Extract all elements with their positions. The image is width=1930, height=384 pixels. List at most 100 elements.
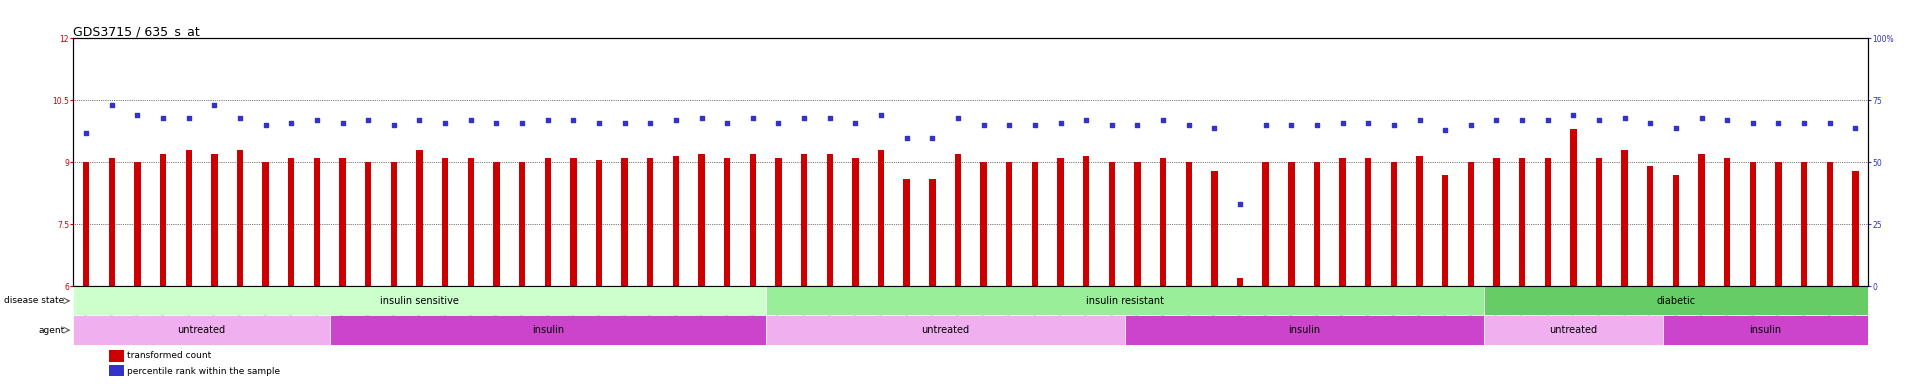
- Text: agent: agent: [39, 326, 64, 334]
- Point: [583, 119, 614, 126]
- Bar: [1006, 162, 1013, 286]
- Bar: [1723, 158, 1731, 286]
- Point: [1660, 124, 1691, 131]
- Point: [1712, 117, 1743, 123]
- Bar: [1801, 162, 1806, 286]
- Point: [1301, 122, 1332, 128]
- Point: [1071, 117, 1102, 123]
- Bar: [1646, 166, 1654, 286]
- Bar: [1596, 158, 1602, 286]
- Point: [969, 122, 1000, 128]
- Point: [789, 115, 820, 121]
- Text: untreated: untreated: [178, 325, 226, 335]
- Point: [71, 129, 102, 136]
- Text: disease state: disease state: [4, 296, 64, 305]
- Point: [1558, 112, 1588, 118]
- Bar: [1185, 162, 1193, 286]
- Point: [1046, 119, 1077, 126]
- Bar: [73, 316, 330, 345]
- Bar: [135, 162, 141, 286]
- Bar: [647, 158, 654, 286]
- Text: insulin sensitive: insulin sensitive: [380, 296, 459, 306]
- Bar: [1365, 158, 1372, 286]
- Bar: [621, 158, 627, 286]
- Point: [378, 122, 409, 128]
- Text: transformed count: transformed count: [127, 351, 212, 360]
- Bar: [1544, 158, 1552, 286]
- Bar: [1621, 150, 1627, 286]
- Bar: [1108, 162, 1116, 286]
- Text: insulin: insulin: [1751, 325, 1781, 335]
- Bar: [1698, 154, 1704, 286]
- Point: [430, 119, 461, 126]
- Bar: [340, 158, 345, 286]
- Point: [1839, 124, 1870, 131]
- Point: [1635, 119, 1666, 126]
- Bar: [110, 365, 124, 378]
- Point: [1328, 119, 1359, 126]
- Point: [403, 117, 434, 123]
- Point: [1378, 122, 1409, 128]
- Bar: [417, 150, 423, 286]
- Point: [1687, 115, 1718, 121]
- Point: [199, 102, 230, 108]
- Point: [1583, 117, 1613, 123]
- Point: [1405, 117, 1436, 123]
- Bar: [1673, 175, 1679, 286]
- Bar: [980, 162, 986, 286]
- Point: [455, 117, 486, 123]
- Bar: [1058, 158, 1063, 286]
- Bar: [1262, 162, 1268, 286]
- Point: [276, 119, 307, 126]
- Bar: [1237, 278, 1243, 286]
- Bar: [766, 316, 1125, 345]
- Bar: [674, 156, 679, 286]
- Point: [737, 115, 768, 121]
- Point: [122, 112, 152, 118]
- Point: [917, 134, 948, 141]
- Bar: [724, 158, 730, 286]
- Point: [1814, 119, 1845, 126]
- Bar: [749, 154, 757, 286]
- Point: [660, 117, 691, 123]
- Bar: [1083, 156, 1089, 286]
- Bar: [699, 154, 704, 286]
- Point: [149, 115, 178, 121]
- Bar: [1519, 158, 1525, 286]
- Point: [1148, 117, 1179, 123]
- Text: diabetic: diabetic: [1656, 296, 1695, 306]
- Bar: [494, 162, 500, 286]
- Text: insulin: insulin: [531, 325, 564, 335]
- Bar: [928, 179, 936, 286]
- Bar: [1339, 158, 1345, 286]
- Bar: [330, 316, 766, 345]
- Bar: [1664, 316, 1868, 345]
- Point: [1353, 119, 1384, 126]
- Point: [1019, 122, 1050, 128]
- Bar: [390, 162, 398, 286]
- Bar: [288, 158, 295, 286]
- Bar: [801, 154, 807, 286]
- Bar: [519, 162, 525, 286]
- Bar: [1484, 286, 1868, 316]
- Bar: [903, 179, 909, 286]
- Bar: [1826, 162, 1834, 286]
- Bar: [83, 162, 89, 286]
- Bar: [73, 286, 766, 316]
- Point: [533, 117, 564, 123]
- Point: [481, 119, 511, 126]
- Point: [326, 119, 359, 126]
- Point: [1737, 119, 1768, 126]
- Bar: [442, 158, 448, 286]
- Point: [610, 119, 641, 126]
- Text: GDS3715 / 635_s_at: GDS3715 / 635_s_at: [73, 25, 201, 38]
- Point: [865, 112, 896, 118]
- Bar: [1776, 162, 1781, 286]
- Point: [1764, 119, 1795, 126]
- Text: insulin resistant: insulin resistant: [1085, 296, 1164, 306]
- Bar: [1135, 162, 1141, 286]
- Bar: [110, 349, 124, 362]
- Point: [353, 117, 384, 123]
- Text: insulin: insulin: [1287, 325, 1320, 335]
- Point: [558, 117, 589, 123]
